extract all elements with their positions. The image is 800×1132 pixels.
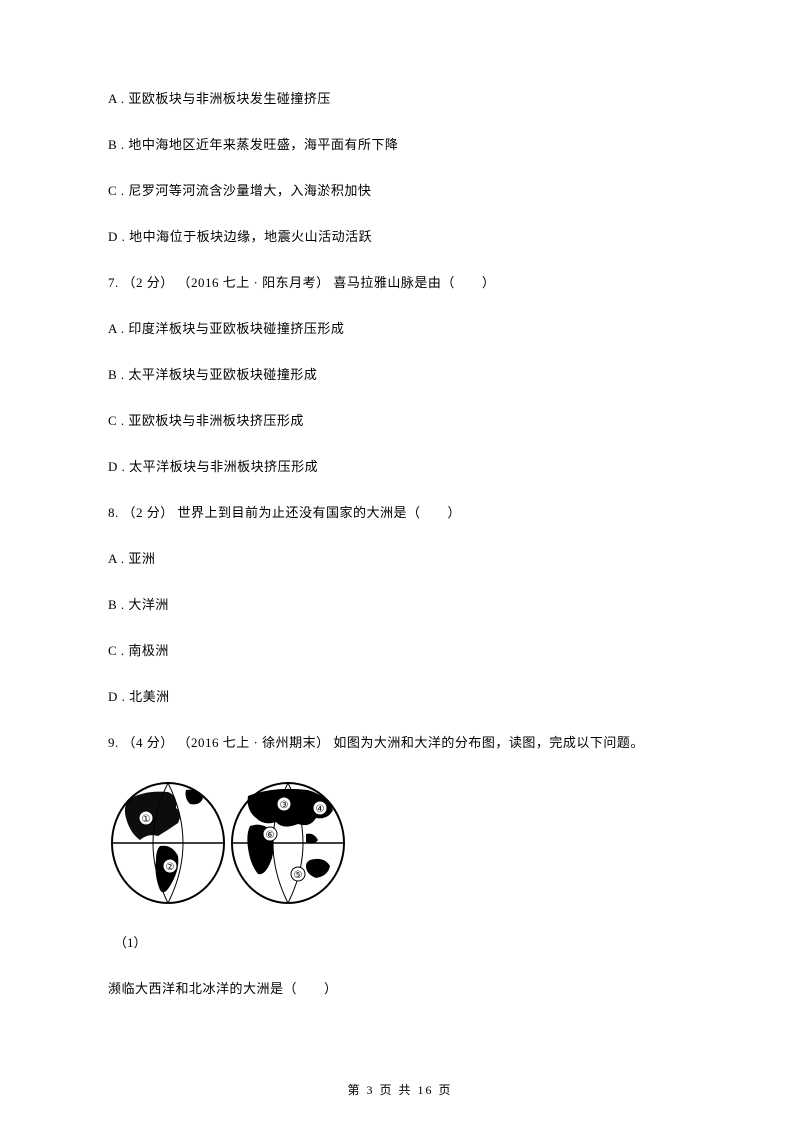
- map-label-1: ①: [142, 814, 151, 825]
- map-label-5: ⑤: [294, 870, 303, 881]
- q8-option-a: A . 亚洲: [108, 548, 692, 567]
- q6-option-d: D . 地中海位于板块边缘，地震火山活动活跃: [108, 226, 692, 245]
- q9-figure: ① ② ③ ④: [108, 778, 692, 908]
- map-label-6: ⑥: [266, 830, 275, 841]
- q9-sub1-text: 濒临大西洋和北冰洋的大洲是（ ）: [108, 978, 692, 997]
- q7-stem: 7. （2 分） （2016 七上 · 阳东月考） 喜马拉雅山脉是由（ ）: [108, 272, 692, 291]
- q8-option-b: B . 大洋洲: [108, 594, 692, 613]
- q6-option-a: A . 亚欧板块与非洲板块发生碰撞挤压: [108, 88, 692, 107]
- page-footer: 第 3 页 共 16 页: [0, 1081, 800, 1098]
- q7-option-b: B . 太平洋板块与亚欧板块碰撞形成: [108, 364, 692, 383]
- q9-stem: 9. （4 分） （2016 七上 · 徐州期末） 如图为大洲和大洋的分布图，读…: [108, 732, 692, 751]
- q8-option-d: D . 北美洲: [108, 686, 692, 705]
- q6-option-c: C . 尼罗河等河流含沙量增大，入海淤积加快: [108, 180, 692, 199]
- q6-option-b: B . 地中海地区近年来蒸发旺盛，海平面有所下降: [108, 134, 692, 153]
- map-label-4: ④: [316, 804, 325, 815]
- q8-option-c: C . 南极洲: [108, 640, 692, 659]
- q8-stem: 8. （2 分） 世界上到目前为止还没有国家的大洲是（ ）: [108, 502, 692, 521]
- q9-sub1-num: （1）: [114, 932, 692, 951]
- q7-option-d: D . 太平洋板块与非洲板块挤压形成: [108, 456, 692, 475]
- q7-option-a: A . 印度洋板块与亚欧板块碰撞挤压形成: [108, 318, 692, 337]
- q7-option-c: C . 亚欧板块与非洲板块挤压形成: [108, 410, 692, 429]
- map-label-3: ③: [280, 800, 289, 811]
- map-label-2: ②: [166, 862, 175, 873]
